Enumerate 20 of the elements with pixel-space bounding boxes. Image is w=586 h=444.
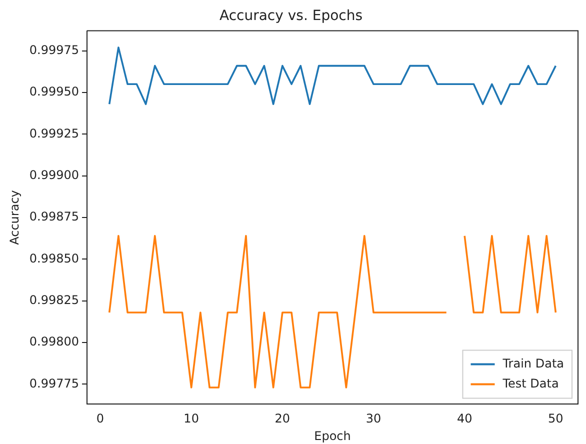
x-axis-title: Epoch [314, 428, 351, 443]
x-tick-label: 40 [456, 412, 472, 426]
x-tick-label: 30 [366, 412, 382, 426]
x-tick-label: 20 [274, 412, 290, 426]
x-tick-label: 10 [184, 412, 199, 426]
y-tick-label: 0.99800 [29, 334, 80, 349]
y-tick-label: 0.99775 [29, 376, 80, 390]
y-tick-label: 0.99950 [29, 84, 80, 99]
y-tick-label: 0.99975 [29, 42, 80, 57]
y-tick-label: 0.99925 [29, 126, 80, 140]
y-tick-label: 0.99850 [29, 251, 80, 266]
y-axis-title: Accuracy [7, 190, 22, 245]
x-tick-label: 0 [96, 412, 104, 426]
y-tick-label: 0.99875 [29, 210, 80, 224]
legend-label: Test Data [502, 376, 559, 390]
legend-label: Train Data [502, 356, 564, 370]
y-tick-label: 0.99825 [29, 292, 80, 307]
y-tick-label: 0.99900 [29, 168, 80, 182]
chart-title: Accuracy vs. Epochs [219, 8, 363, 24]
x-tick-label: 50 [548, 412, 564, 426]
